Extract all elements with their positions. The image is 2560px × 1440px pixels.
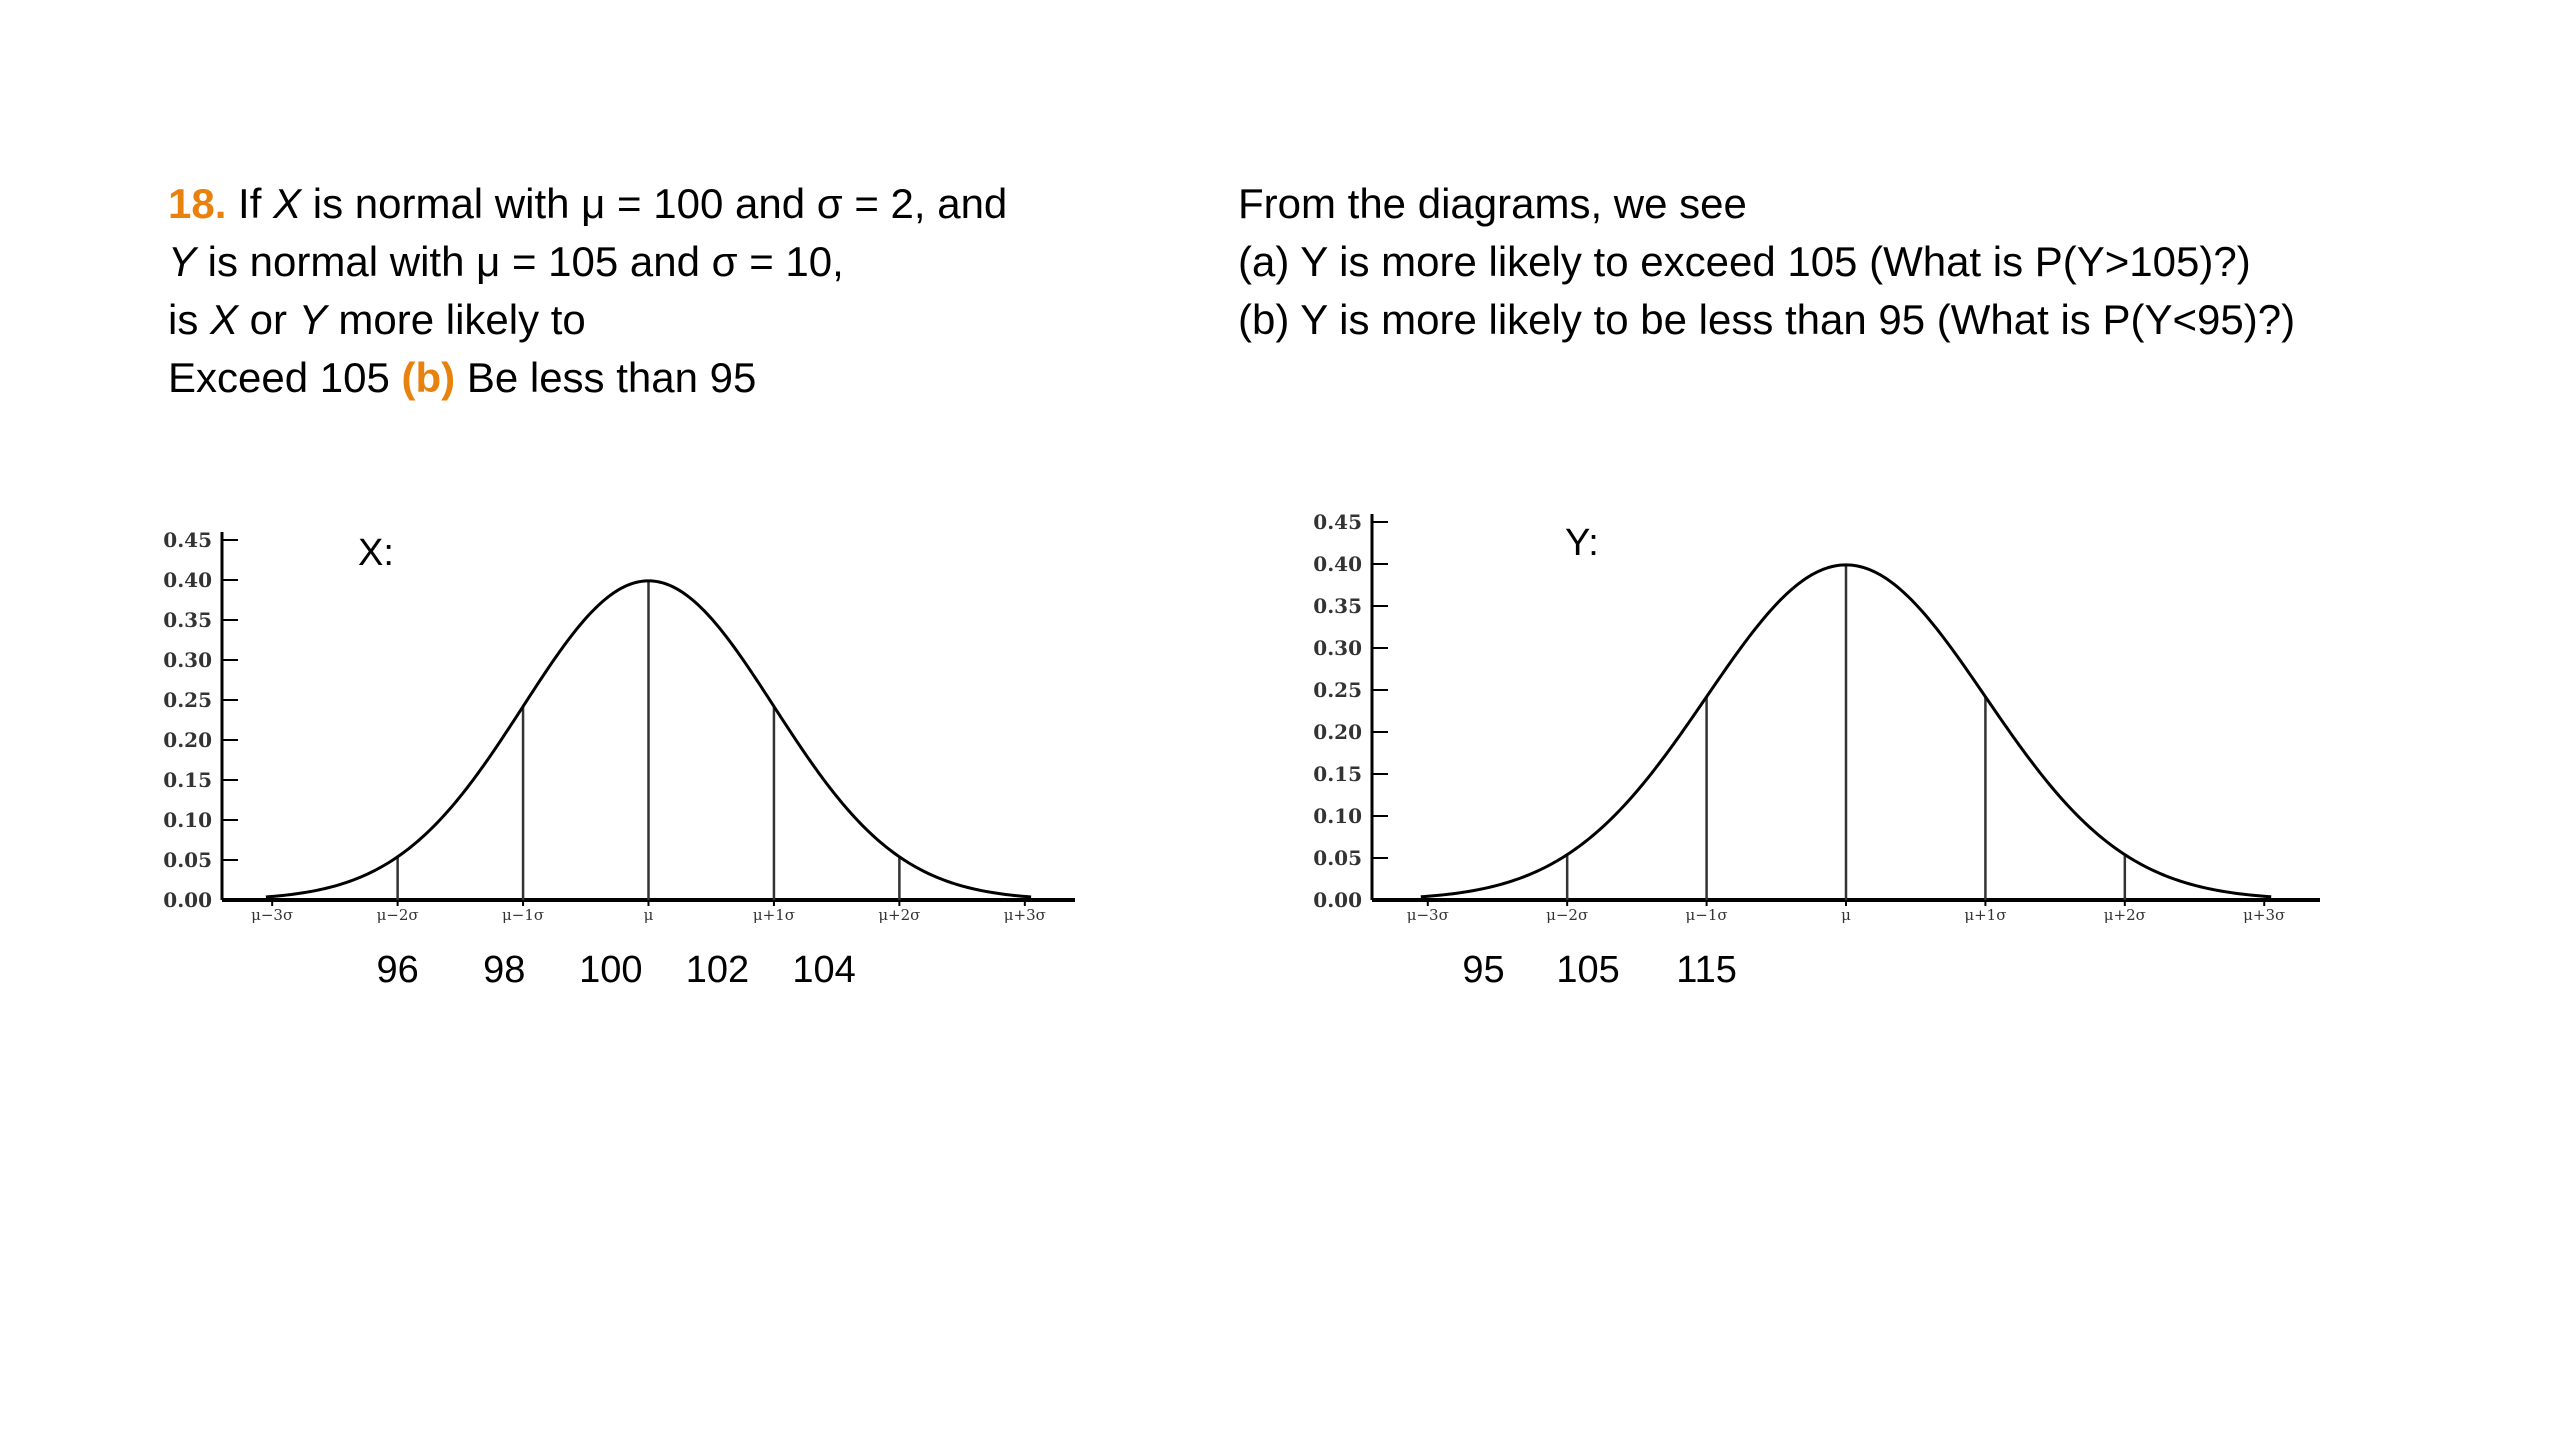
chart-x-value-label: 96 [376,949,418,991]
chart-x-y-tick-label: 0.20 [163,728,212,752]
question-text: 18. If X is normal with μ = 100 and σ = … [168,175,1007,407]
chart-x-x-tick-label: μ+3σ [1004,906,1046,924]
chart-y-density-curve [1420,563,2272,899]
chart-x-density-curve [265,579,1032,899]
chart-x-value-label: 100 [579,949,642,991]
chart-y-value-label: 95 [1462,949,1504,991]
chart-x-y-tick-label: 0.45 [163,528,212,552]
chart-x-value-label: 104 [792,949,855,991]
chart-y-y-tick-label: 0.25 [1313,678,1362,702]
question-number: 18. [168,180,227,227]
chart-x-y-tick-label: 0.10 [163,808,212,832]
answer-line-1: From the diagrams, we see [1238,180,1747,227]
chart-y-y-tick-label: 0.00 [1313,888,1362,912]
chart-x-x-tick-label: μ [644,906,654,924]
chart-y-value-label: 115 [1676,949,1737,991]
chart-x-y-tick-label: 0.00 [163,888,212,912]
question-line-1: 18. If X is normal with μ = 100 and σ = … [168,180,1008,227]
chart-x-y-tick-label: 0.15 [163,768,212,792]
part-b-label: (b) [401,354,456,401]
chart-x-value-label: 98 [483,949,525,991]
chart-y-value-label: 105 [1556,949,1619,991]
chart-y-y-tick-label: 0.40 [1313,552,1362,576]
chart-x-x-tick-label: μ−2σ [377,906,419,924]
chart-x-y-tick-label: 0.40 [163,568,212,592]
chart-x-y-tick-label: 0.05 [163,848,212,872]
chart-y-y-tick-label: 0.35 [1313,594,1362,618]
chart-x-x-tick-label: μ+1σ [753,906,795,924]
question-line-3: is X or Y more likely to [168,296,586,343]
chart-y-y-tick-label: 0.10 [1313,804,1362,828]
chart-y-variable-label: Y: [1565,522,1599,564]
answer-line-2: (a) Y is more likely to exceed 105 (What… [1238,238,2251,285]
chart-y-normal-curve: 0.45 0.40 0.35 0.30 0.25 0.20 0.15 0.10 0.05 0.00… [1313,510,2320,991]
chart-y-x-tick-label: μ−1σ [1686,906,1728,924]
chart-x-value-label: 102 [686,949,749,991]
chart-y-x-tick-label: μ+1σ [1964,906,2006,924]
question-line-4: Exceed 105 (b) Be less than 95 [168,354,757,401]
answer-line-3: (b) Y is more likely to be less than 95 … [1238,296,2296,343]
chart-x-x-tick-label: μ−3σ [251,906,293,924]
chart-x-y-tick-label: 0.30 [163,648,212,672]
chart-x-y-tick-label: 0.35 [163,608,212,632]
chart-y-y-tick-label: 0.15 [1313,762,1362,786]
chart-y-y-tick-label: 0.20 [1313,720,1362,744]
chart-y-x-tick-label: μ+3σ [2243,906,2285,924]
answer-text: From the diagrams, we see (a) Y is more … [1238,175,2295,349]
chart-x-x-tick-label: μ−1σ [502,906,544,924]
chart-x-x-tick-label: μ+2σ [878,906,920,924]
chart-y-x-tick-label: μ−3σ [1407,906,1449,924]
question-line-2: Y is normal with μ = 105 and σ = 10, [168,238,844,285]
chart-x-normal-curve: 0.45 0.40 0.35 0.30 0.25 0.20 0.15 0.10 0.05 0.00… [163,528,1075,991]
chart-x-variable-label: X: [358,532,394,574]
chart-y-x-tick-label: μ+2σ [2104,906,2146,924]
chart-y-y-tick-label: 0.45 [1313,510,1362,534]
chart-y-y-tick-label: 0.30 [1313,636,1362,660]
chart-y-y-tick-label: 0.05 [1313,846,1362,870]
chart-y-x-tick-label: μ−2σ [1546,906,1588,924]
chart-y-x-tick-label: μ [1841,906,1851,924]
chart-x-y-tick-label: 0.25 [163,688,212,712]
